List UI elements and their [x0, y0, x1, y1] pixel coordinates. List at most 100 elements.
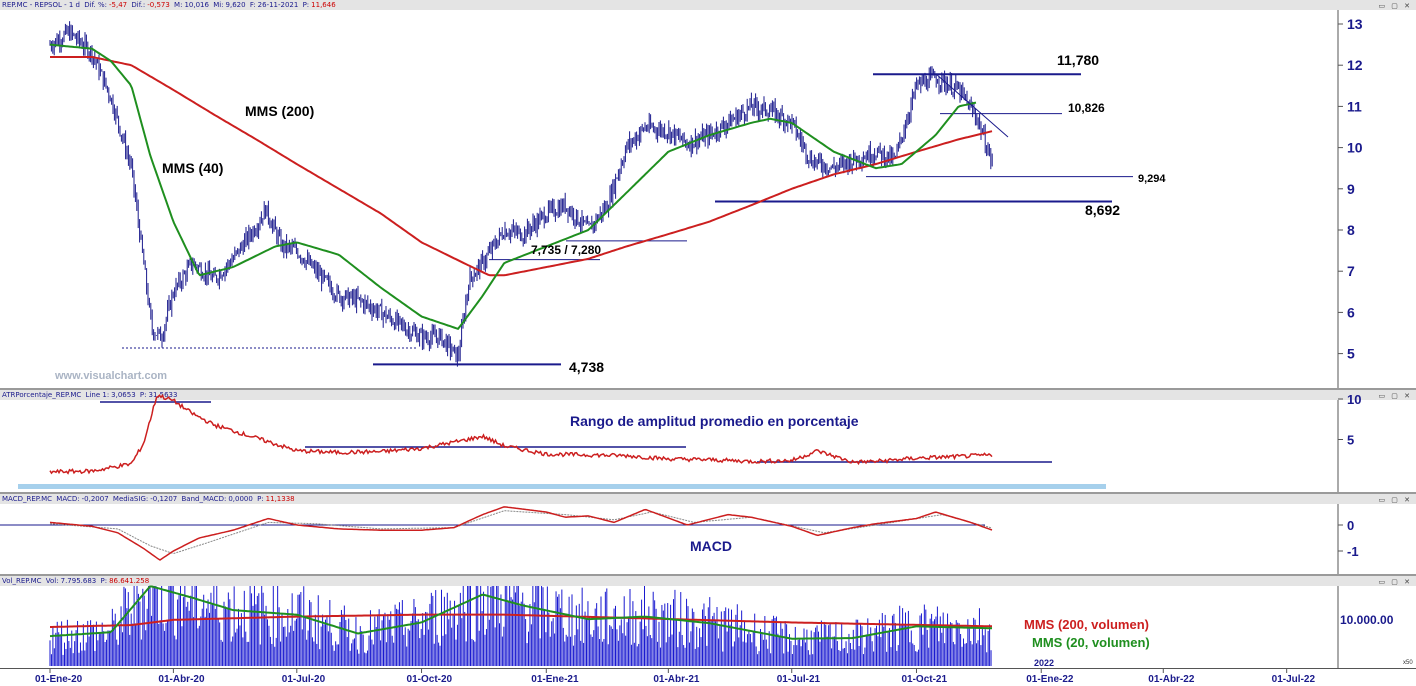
- macd-band-value: 0,0000: [228, 495, 253, 503]
- x-tick-label: 01-Ene-22: [1026, 674, 1074, 685]
- vol-label: Vol:: [45, 577, 59, 585]
- price-y-tick-label: 13: [1347, 16, 1363, 32]
- mms40-line: [49, 43, 977, 330]
- price-y-tick-label: 8: [1347, 222, 1355, 238]
- symbol-label: REP.MC - REPSOL - 1 d: [2, 1, 81, 9]
- vol-value: 7.795.683: [60, 577, 97, 585]
- max-label: M:: [174, 1, 183, 9]
- mms200-label: MMS (200): [245, 103, 314, 119]
- vol-name: Vol_REP.MC: [2, 577, 42, 585]
- price-y-tick-label: 10: [1347, 140, 1363, 156]
- level-lines: [373, 73, 1133, 366]
- macd-value: -0,2007: [81, 495, 109, 503]
- atr-line-label: Line 1:: [85, 391, 110, 399]
- date-value: 26-11-2021: [257, 1, 299, 9]
- vol-p-label: P:: [100, 577, 108, 585]
- date-label: F:: [249, 1, 256, 9]
- macd-name: MACD_REP.MC: [2, 495, 53, 503]
- price-value: 11,646: [311, 1, 336, 9]
- price-y-tick-label: 6: [1347, 304, 1355, 320]
- level-10826-label: 10,826: [1068, 101, 1105, 115]
- min-label: Mi:: [213, 1, 224, 9]
- corner-tag: x50: [1403, 660, 1413, 666]
- price-y-tick-label: 11: [1347, 98, 1362, 114]
- trend-line: [935, 73, 1009, 138]
- x-tick-label: 01-Jul-20: [282, 674, 326, 685]
- x-tick-label: 01-Abr-21: [653, 674, 700, 685]
- window-buttons[interactable]: ▭ ▢ ✕: [1378, 496, 1412, 504]
- macd-line: [49, 506, 993, 561]
- x-axis: 01-Ene-20 01-Abr-20 01-Jul-20 01-Oct-20 01-E…: [0, 668, 1416, 686]
- vol-p-value: 86.641.258: [109, 577, 150, 585]
- price-y-tick-label: 9: [1347, 181, 1355, 197]
- x-tick-label: 01-Jul-21: [777, 674, 821, 685]
- macd-band-label: Band_MACD:: [181, 495, 227, 503]
- panel-divider[interactable]: [0, 388, 1416, 390]
- price-y-ticks: 5 6 7 8 9 10 11 12 13: [1338, 16, 1363, 362]
- dif-pct-label: Dif. %:: [84, 1, 107, 9]
- dif-pct-value: -5,47: [109, 1, 128, 9]
- macd-p-label: P:: [257, 495, 264, 503]
- mms200-line: [50, 56, 993, 277]
- mms40-label: MMS (40): [162, 160, 223, 176]
- panel-divider[interactable]: [0, 492, 1416, 494]
- window-buttons[interactable]: ▭ ▢ ✕: [1378, 578, 1412, 586]
- macd-y-tick-label: 0: [1347, 518, 1354, 533]
- panel-divider[interactable]: [0, 574, 1416, 576]
- atr-line: [49, 393, 993, 475]
- macd-label: MACD:: [56, 495, 80, 503]
- vol-mms20-line: [49, 585, 993, 640]
- vol-window-header: Vol_REP.MC Vol: 7.795.683 P: 86.641.258 ▭ …: [0, 576, 1416, 586]
- macd-sig-value: -0,1207: [150, 495, 178, 503]
- x-tick-label: 01-Oct-20: [407, 674, 453, 685]
- vol-mms20-label: MMS (20, volumen): [1032, 635, 1150, 650]
- atr-line-value: 3,0653: [111, 391, 136, 399]
- price-y-tick-label: 7: [1347, 263, 1355, 279]
- year-marker: 2022: [1034, 658, 1054, 668]
- vol-y-tick: 10.000.00: [1340, 613, 1394, 627]
- macd-title: MACD: [690, 538, 732, 554]
- price-label: P:: [302, 1, 310, 9]
- x-tick-label: 01-Ene-21: [531, 674, 579, 685]
- price-bars: [49, 21, 993, 367]
- atr-name: ATRPorcentaje_REP.MC: [2, 391, 82, 399]
- vol-mms200-line: [50, 613, 992, 628]
- max-value: 10,016: [184, 1, 209, 9]
- x-tick-label: 01-Oct-21: [901, 674, 947, 685]
- x-tick-label: 01-Ene-20: [35, 674, 83, 685]
- min-value: 9,620: [225, 1, 246, 9]
- price-y-tick-label: 5: [1347, 346, 1355, 362]
- vol-mms200-label: MMS (200, volumen): [1024, 617, 1149, 632]
- x-tick-label: 01-Abr-22: [1148, 674, 1195, 685]
- signal-line: [49, 510, 993, 554]
- macd-chart[interactable]: 0 -1 MACD: [0, 494, 1416, 574]
- price-window-header: REP.MC - REPSOL - 1 d Dif. %: -5,47 Dif.:…: [0, 0, 1416, 10]
- macd-y-tick-label: -1: [1347, 544, 1359, 559]
- watermark: www.visualchart.com: [54, 370, 167, 382]
- volume-chart[interactable]: 10.000.00 MMS (200, volumen) MMS (20, vo…: [0, 576, 1416, 668]
- atr-y-tick-label: 5: [1347, 433, 1354, 448]
- level-8692-label: 8,692: [1085, 202, 1120, 218]
- volume-bars: [49, 586, 992, 666]
- x-tick-label: 01-Abr-20: [158, 674, 205, 685]
- atr-band: [18, 484, 1106, 489]
- atr-p-label: P:: [139, 391, 147, 399]
- x-tick-label: 01-Jul-22: [1272, 674, 1316, 685]
- dif-label: Dif.:: [131, 1, 146, 9]
- macd-window-header: MACD_REP.MC MACD: -0,2007 MediaSIG: -0,120…: [0, 494, 1416, 504]
- level-11780-label: 11,780: [1057, 52, 1099, 68]
- atr-title: Rango de amplitud promedio en porcentaje: [570, 413, 859, 429]
- atr-y-ticks: 5 10: [1338, 392, 1361, 448]
- atr-chart[interactable]: 5 10 Rango de amplitud promedio en porcen…: [0, 390, 1416, 492]
- price-y-tick-label: 12: [1347, 57, 1363, 73]
- macd-p-value: 11,1338: [265, 495, 295, 503]
- window-buttons[interactable]: ▭ ▢ ✕: [1378, 392, 1412, 400]
- level-7735-label: 7,735 / 7,280: [531, 243, 601, 257]
- level-4738-label: 4,738: [569, 359, 604, 375]
- macd-sig-label: MediaSIG:: [112, 495, 149, 503]
- macd-y-ticks: 0 -1: [1338, 518, 1359, 559]
- atr-y-tick-label: 10: [1347, 392, 1361, 407]
- dif-value: -0,573: [147, 1, 170, 9]
- window-buttons[interactable]: ▭ ▢ ✕: [1378, 2, 1412, 10]
